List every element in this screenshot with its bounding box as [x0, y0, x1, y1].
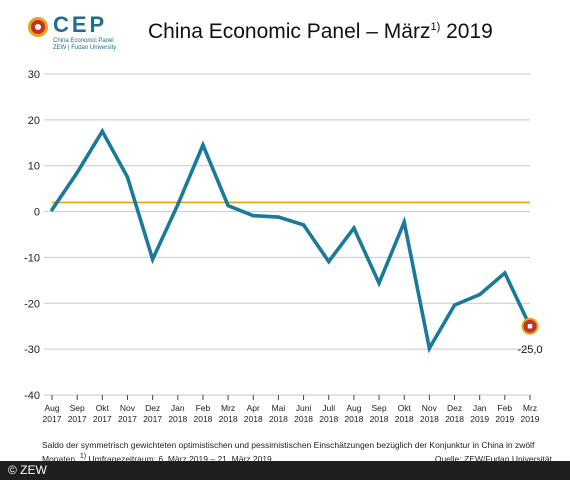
- chart-title-year: 2019: [446, 20, 493, 43]
- x-tick-label-month: Aug: [44, 403, 59, 413]
- data-point: [402, 220, 407, 224]
- source-text: Quelle: ZEW/Fudan Universität: [434, 453, 552, 464]
- chart-title-main: China Economic Panel – März: [148, 20, 431, 43]
- y-tick-label: 10: [28, 161, 40, 173]
- y-tick-label: -30: [24, 344, 40, 356]
- footnote-text-2: Umfragezeitraum: 6. März 2019 – 21. März…: [86, 453, 275, 464]
- data-point: [326, 259, 331, 264]
- x-tick-label-year: 2019: [495, 414, 514, 424]
- logo-subtitle: China Economic Panel ZEW | Fudan Universi…: [53, 38, 116, 52]
- x-tick-label-year: 2018: [395, 414, 414, 424]
- line-chart: 3020100-10-20-30-40Aug2017Sep2017Okt2017…: [24, 69, 542, 424]
- data-point: [276, 215, 281, 219]
- x-tick-label-year: 2018: [370, 414, 389, 424]
- x-tick-label-year: 2018: [168, 414, 187, 424]
- data-point: [377, 281, 381, 285]
- footnote-text: Saldo der symmetrisch gewichteten optimi…: [42, 440, 535, 464]
- x-tick-label-month: Juni: [296, 403, 312, 413]
- x-tick-label-month: Mrz: [221, 403, 235, 413]
- chart-title-footnote-mark: 1): [430, 21, 441, 33]
- logo-text: CEP: [53, 12, 108, 37]
- x-tick-label-year: 2018: [269, 414, 288, 424]
- y-tick-label: -40: [24, 390, 40, 402]
- x-tick-label-month: Dez: [447, 403, 462, 413]
- x-tick-label-month: Aug: [346, 403, 361, 413]
- x-tick-label-month: Jan: [473, 403, 487, 413]
- cep-logo: CEP China Economic Panel ZEW | Fudan Univ…: [27, 12, 137, 58]
- data-point: [100, 129, 105, 134]
- x-tick-label-year: 2017: [118, 414, 137, 424]
- x-tick-label-year: 2017: [93, 414, 112, 424]
- data-point: [503, 271, 507, 275]
- x-tick-label-year: 2017: [143, 414, 162, 424]
- cep-logo-icon: [28, 17, 48, 37]
- x-tick-label-year: 2018: [244, 414, 263, 424]
- x-tick-label-year: 2019: [470, 414, 489, 424]
- x-tick-label-month: Nov: [422, 403, 438, 413]
- x-tick-label-month: Mrz: [523, 403, 537, 413]
- data-point: [150, 257, 155, 262]
- x-tick-label-month: Feb: [196, 403, 211, 413]
- data-point: [251, 213, 256, 218]
- copyright-text: © ZEW: [8, 463, 47, 477]
- x-tick-label-month: Feb: [498, 403, 513, 413]
- y-tick-label: 0: [34, 207, 40, 219]
- x-tick-label-year: 2018: [344, 414, 363, 424]
- x-tick-label-month: Nov: [120, 403, 136, 413]
- last-point-marker-center: [527, 324, 533, 329]
- copyright-bar: © ZEW: [0, 461, 570, 480]
- x-tick-label-year: 2018: [219, 414, 238, 424]
- data-point: [301, 223, 306, 227]
- data-point: [50, 207, 54, 212]
- x-tick-label-month: Juli: [322, 403, 335, 413]
- x-tick-label-year: 2018: [294, 414, 313, 424]
- x-tick-label-month: Sep: [371, 403, 386, 413]
- data-point: [452, 303, 457, 307]
- data-point: [226, 203, 230, 208]
- x-tick-label-year: 2019: [521, 414, 540, 424]
- x-tick-label-year: 2017: [43, 414, 62, 424]
- x-tick-label-year: 2017: [68, 414, 87, 424]
- footnote-mark: 1): [79, 452, 87, 460]
- logo-subtitle-line2: ZEW | Fudan University: [53, 45, 117, 51]
- x-tick-label-month: Mai: [272, 403, 286, 413]
- data-point: [201, 143, 205, 147]
- footnote: Saldo der symmetrisch gewichteten optimi…: [42, 440, 552, 465]
- x-tick-label-month: Dez: [145, 403, 160, 413]
- last-value-label: -25,0: [517, 344, 542, 356]
- data-point: [75, 170, 79, 175]
- data-point: [477, 292, 482, 297]
- y-tick-label: 30: [28, 69, 40, 81]
- data-point: [352, 226, 356, 230]
- data-point: [427, 346, 432, 351]
- x-tick-label-year: 2018: [445, 414, 464, 424]
- x-tick-label-month: Jan: [171, 403, 185, 413]
- series-line: [50, 127, 532, 354]
- y-tick-label: 20: [28, 115, 40, 127]
- data-point: [175, 202, 180, 207]
- y-tick-label: -10: [24, 252, 40, 264]
- data-point: [125, 175, 130, 179]
- logo-subtitle-line1: China Economic Panel: [53, 38, 114, 44]
- x-tick-label-month: Apr: [247, 403, 260, 413]
- chart-title: China Economic Panel – März1) 2019: [148, 20, 493, 44]
- x-tick-label-month: Okt: [96, 403, 110, 413]
- y-tick-label: -20: [24, 298, 40, 310]
- x-tick-label-year: 2018: [319, 414, 338, 424]
- x-tick-label-month: Sep: [70, 403, 85, 413]
- x-tick-label-month: Okt: [398, 403, 412, 413]
- x-tick-label-year: 2018: [420, 414, 439, 424]
- x-tick-label-year: 2018: [193, 414, 212, 424]
